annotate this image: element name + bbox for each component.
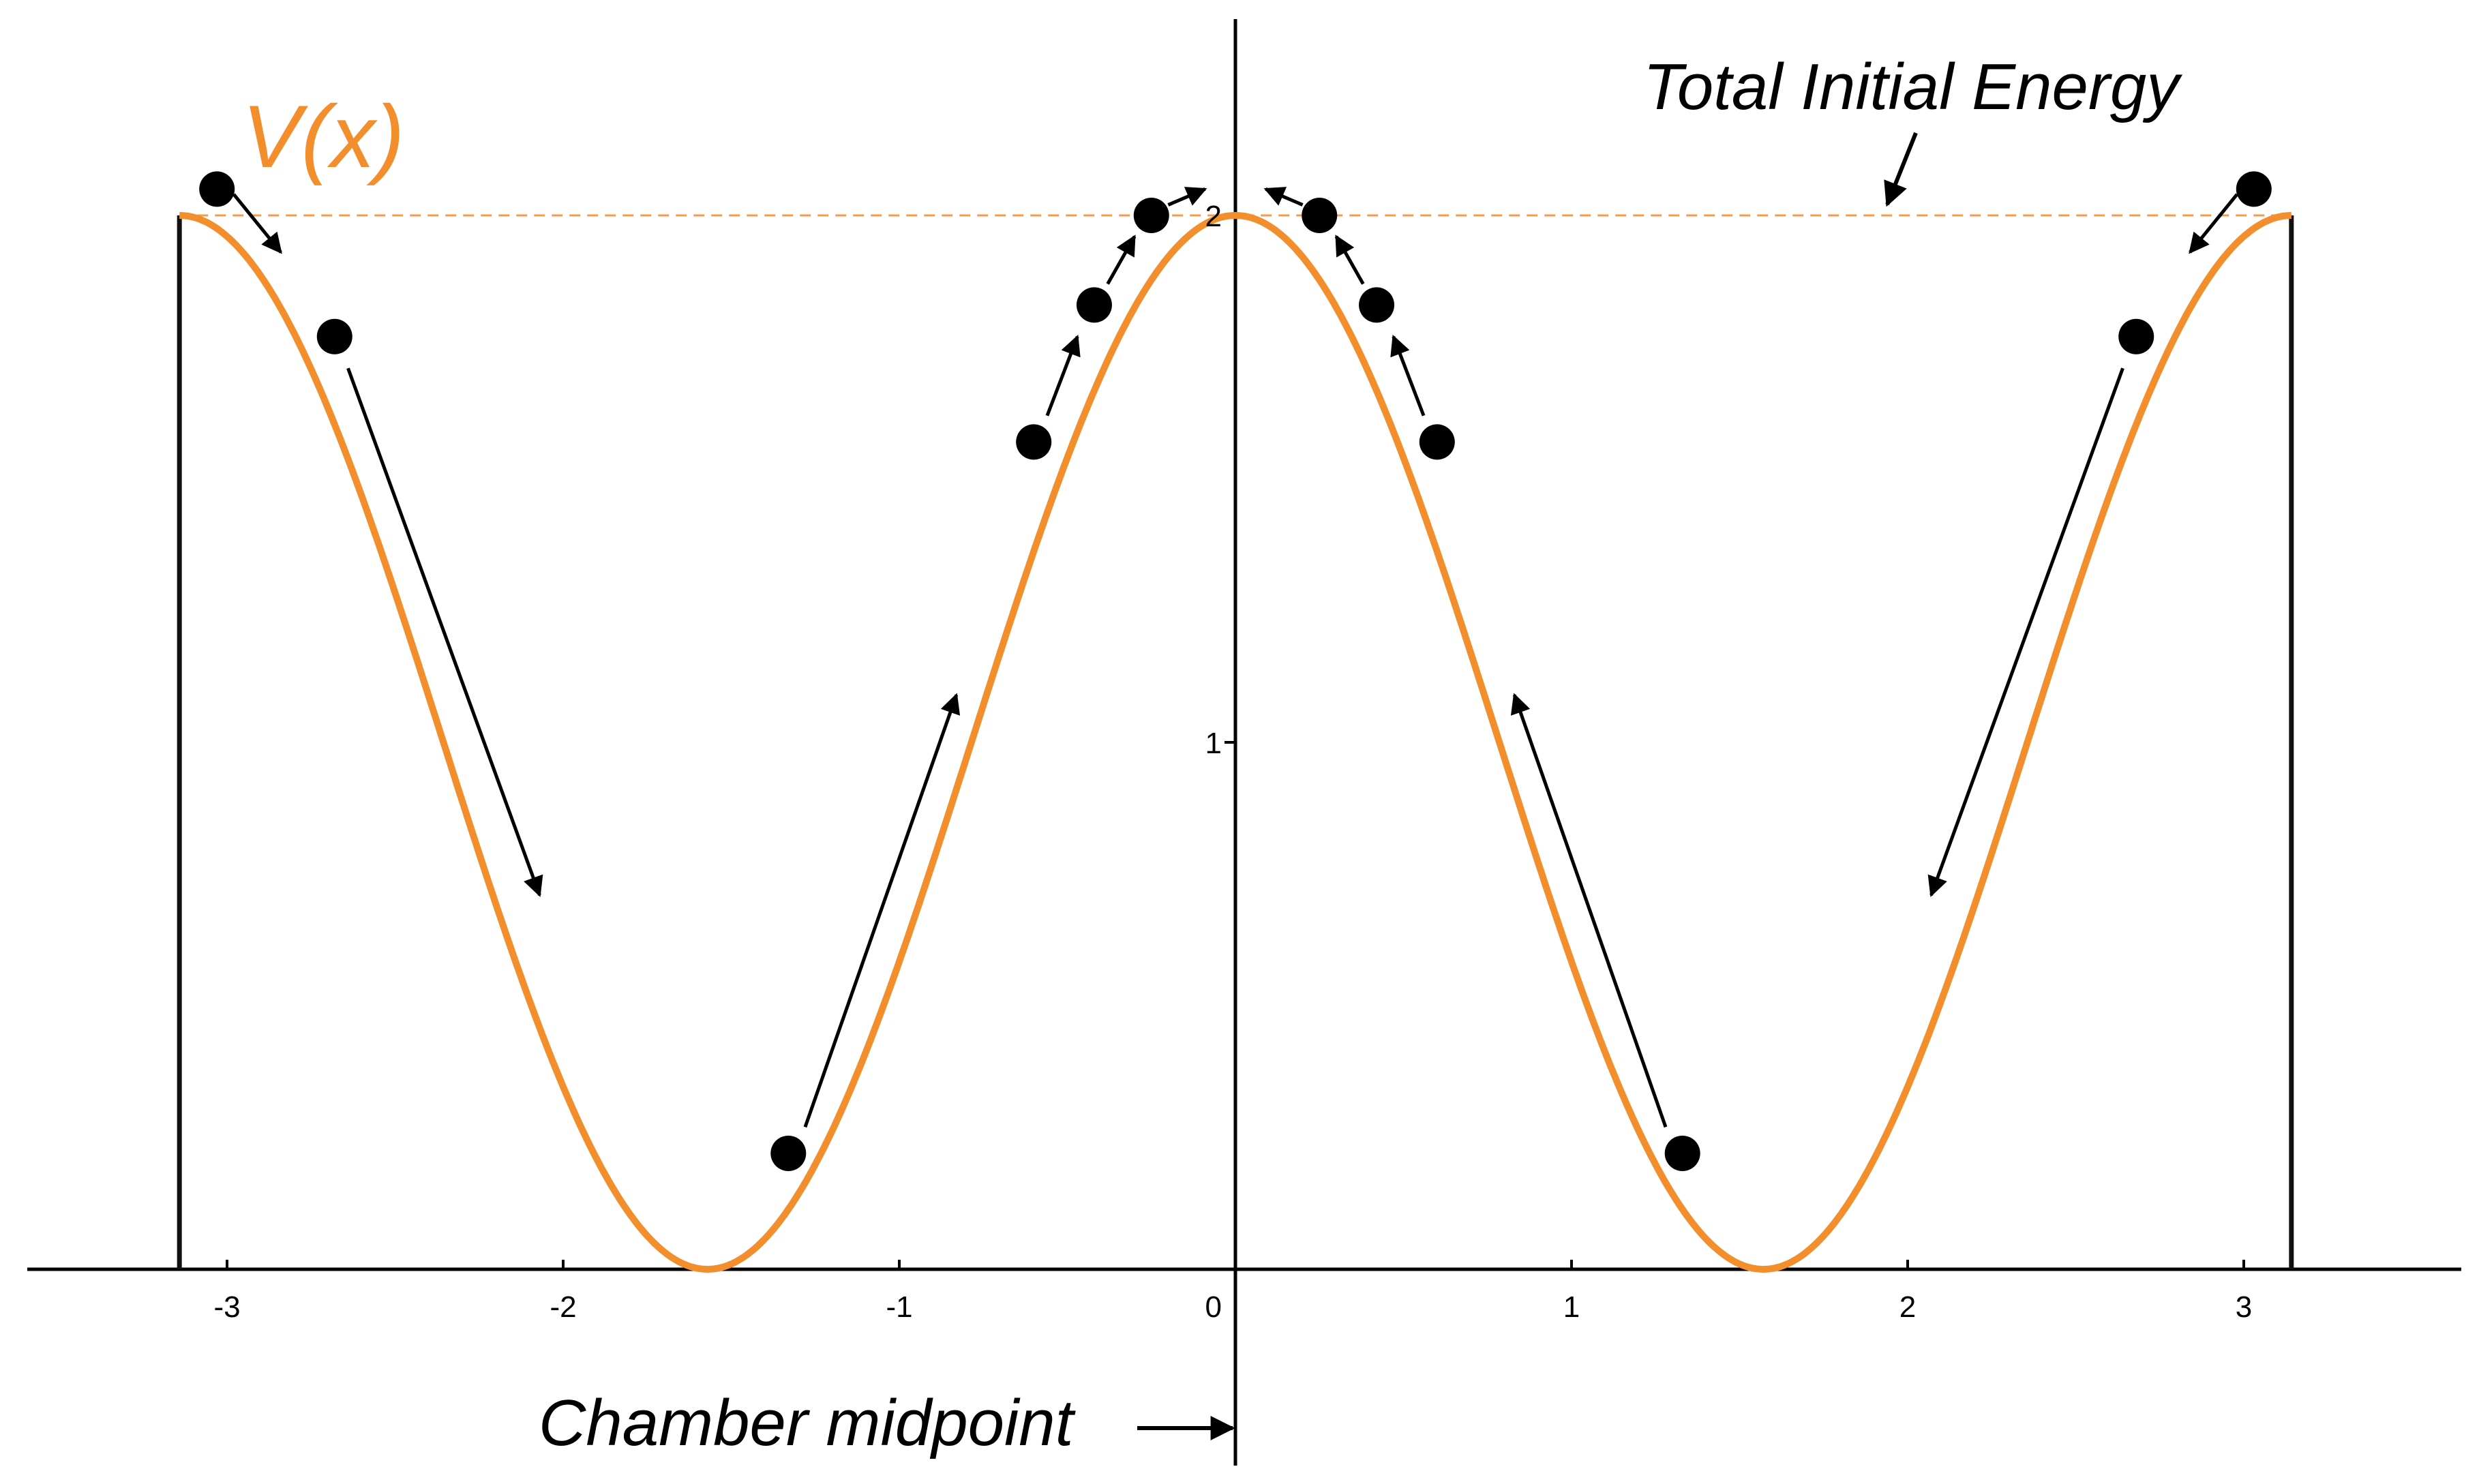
particle <box>1664 1135 1700 1171</box>
particle <box>1133 198 1169 233</box>
motion-arrow <box>1045 334 1081 417</box>
motion-arrow <box>2189 193 2239 254</box>
particle <box>199 171 235 207</box>
motion-arrow <box>346 367 543 897</box>
tick-labels: -3 -2 -1 0 1 2 3 1 2 <box>213 200 2252 1324</box>
motion-arrow <box>1106 234 1137 285</box>
particle <box>2236 171 2272 207</box>
motion-arrow <box>1334 234 1365 285</box>
particle <box>1302 198 1338 233</box>
motion-arrow <box>803 693 961 1128</box>
potential-curve <box>179 212 2292 1273</box>
motion-arrow <box>1263 187 1304 207</box>
potential-curve-group <box>179 212 2292 1273</box>
motion-arrow <box>1390 334 1426 417</box>
particle <box>770 1135 807 1171</box>
x-tick-label: 3 <box>2236 1290 2252 1324</box>
energy-label: Total Initial Energy <box>1643 50 2182 123</box>
midpoint-label: Chamber midpoint <box>539 1387 1076 1459</box>
chamber-walls <box>177 215 2294 1269</box>
particle <box>1016 424 1052 460</box>
x-tick-label: -2 <box>550 1290 576 1324</box>
particle <box>2118 318 2154 354</box>
axes <box>27 19 2461 1466</box>
y-tick-label: 2 <box>1205 200 1222 233</box>
x-tick-label: 2 <box>1899 1290 1916 1324</box>
x-tick-label: 1 <box>1563 1290 1580 1324</box>
x-tick-label: -1 <box>886 1290 912 1324</box>
motion-arrow <box>232 193 282 254</box>
motion-arrow <box>1510 693 1668 1128</box>
curve-label: V(x) <box>242 87 404 186</box>
particle <box>316 318 352 354</box>
energy-label-arrow <box>1884 132 1918 207</box>
x-tick-label: -3 <box>213 1290 240 1324</box>
particles <box>199 171 2272 1171</box>
particle <box>1359 287 1395 323</box>
particle <box>1419 424 1455 460</box>
particle <box>1076 287 1112 323</box>
motion-arrows <box>232 187 2239 1128</box>
y-tick-label: 1 <box>1205 727 1222 760</box>
motion-arrow <box>1927 367 2124 897</box>
motion-arrow <box>1167 187 1207 207</box>
x-tick-label: 0 <box>1205 1290 1222 1324</box>
